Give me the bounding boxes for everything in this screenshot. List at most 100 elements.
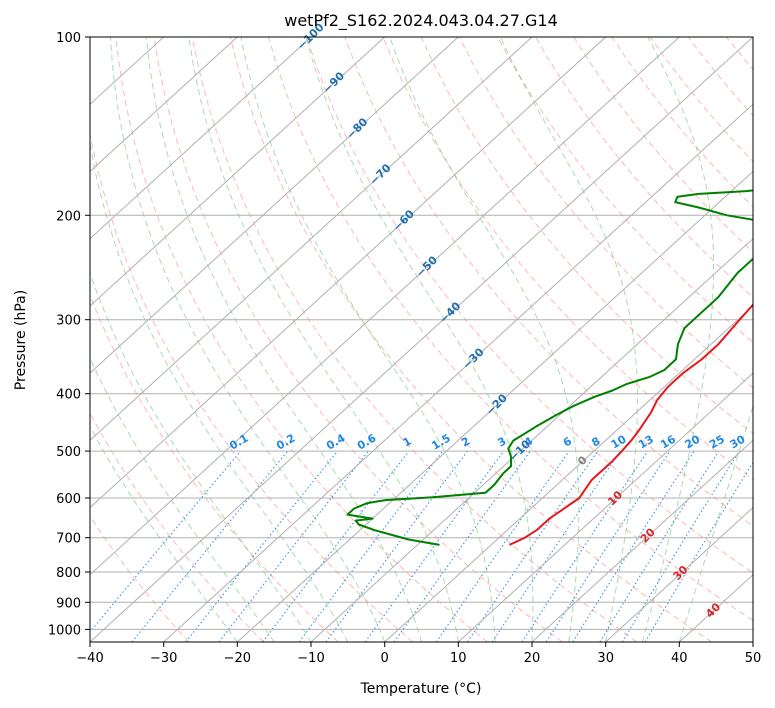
moist-adiabat-line [305,37,534,642]
mixing-ratio-label: 3 [495,435,508,450]
dry-adiabat-line [153,37,563,642]
mixing-ratio-line [467,450,599,642]
mixing-ratio-line [325,450,468,642]
dry-adiabat-line [268,37,753,622]
x-tick-label: 40 [671,651,688,666]
dry-adiabat-line [229,37,712,642]
x-tick-label: 10 [450,651,467,666]
mixing-ratio-line [185,450,339,642]
dry-adiabat-line [496,37,753,344]
x-tick-label: −10 [297,651,324,666]
dry-adiabat-line [115,37,488,642]
moist-adiabat-line [110,37,386,642]
isotherm-line [531,439,753,642]
mixing-ratio-line [131,450,289,642]
mixing-ratio-line [599,450,720,642]
isotherm-line [90,37,312,240]
dry-adiabat-line [535,37,753,298]
x-tick-label: 20 [524,651,541,666]
mixing-ratio-line [572,450,695,642]
dry-adiabat-line [649,37,753,163]
mixing-ratio-line [491,450,621,642]
moist-adiabat-line [389,37,580,642]
mixing-ratio-label: 0.2 [274,432,297,453]
mixing-ratio-line [364,450,505,642]
isotherm-label: −60 [390,207,417,234]
mixing-ratio-line [298,450,444,642]
y-tick-label: 1000 [48,623,81,638]
mixing-ratio-line [621,450,740,642]
mixing-ratio-line [435,450,570,642]
moist-adiabat-line [90,425,238,642]
moist-adiabat-line [90,356,275,642]
y-tick-label: 600 [56,492,81,507]
dry-adiabat-line [573,37,753,253]
y-tick-label: 500 [56,445,81,460]
dry-adiabat-line [90,515,190,642]
moist-adiabat-line [678,404,753,642]
isotherm-line [605,506,753,642]
y-tick-label: 700 [56,532,81,547]
isotherm-line [384,305,753,642]
dry-adiabat-line [90,412,264,642]
dry-adiabat-line [382,37,753,481]
mixing-ratio-line [218,450,369,642]
y-tick-label: 400 [56,388,81,403]
y-tick-label: 900 [56,596,81,611]
isotherm-line [90,37,459,374]
temperature-profile-line [509,303,753,546]
x-tick-label: −20 [224,651,251,666]
moist-adiabat-line [90,141,349,642]
isotherm-line [236,170,753,642]
dry-adiabat-line [765,37,775,642]
mixing-ratio-line [262,450,410,642]
mixing-ratio-label: 1.5 [429,432,452,453]
isotherm-line [90,37,680,576]
isotherm-line [90,37,533,442]
isotherm-line [90,37,753,642]
isotherm-line [90,37,386,307]
moist-adiabat-line [145,37,422,642]
isotherm-line [752,641,753,642]
y-tick-label: 200 [56,209,81,224]
dry-adiabat-line [90,131,414,642]
moist-adiabat-line [499,37,638,642]
mixing-ratio-label: 25 [707,433,727,452]
isotherm-line [457,372,753,642]
moist-adiabat-line [188,37,459,642]
dewpoint-profile-line [346,189,753,546]
x-axis-label: Temperature (°C) [360,681,482,697]
y-tick-label: 300 [56,314,81,329]
isotherm-line [90,37,238,173]
x-tick-label: 30 [597,651,614,666]
dry-adiabat-line [687,37,753,117]
isotherm-line [90,37,607,509]
dry-adiabat-line [344,37,753,527]
dry-adiabat-line [191,37,638,642]
mixing-ratio-line [545,450,671,642]
mixing-ratio-line [521,450,649,642]
y-axis-label: Pressure (hPa) [13,290,29,390]
y-tick-label: 800 [56,566,81,581]
dry-adiabat-line [726,37,753,71]
moist-adiabat-line [240,37,496,642]
chart-title: wetPf2_S162.2024.043.04.27.G14 [284,11,558,31]
dry-adiabat-line [611,37,753,208]
isotherm-label: −70 [367,161,394,188]
mixing-ratio-line [90,450,242,633]
y-tick-label: 100 [56,31,81,46]
isotherm-line [163,103,753,642]
x-tick-label: −30 [150,651,177,666]
isotherm-label: −80 [344,115,371,142]
x-tick-label: 50 [745,651,762,666]
mixing-ratio-label: 0.4 [324,431,348,452]
plot-frame [89,36,754,643]
mixing-ratio-label: 16 [658,432,678,451]
x-tick-label: 0 [381,651,389,666]
mixing-ratio-label: 1 [401,435,414,450]
dry-adiabat-line [306,37,753,574]
x-tick-label: −40 [76,651,103,666]
mixing-ratio-label: 6 [561,434,574,449]
moist-adiabat-line [642,37,715,642]
